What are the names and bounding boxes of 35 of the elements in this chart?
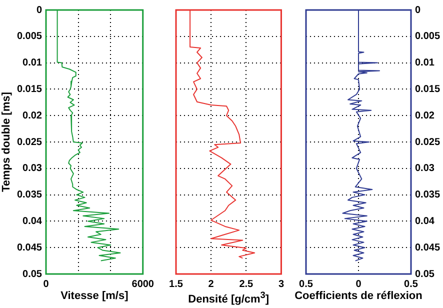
y-tick-label: 0.015 [415, 84, 440, 95]
y-tick-label: 0.05 [415, 268, 435, 280]
y-tick-label: 0.03 [22, 163, 42, 174]
y-tick-label: 0.035 [415, 190, 440, 201]
x-tick-label: 0.5 [299, 278, 314, 290]
x-axis-title: Vitesse [m/s] [60, 290, 130, 302]
y-axis-title: Temps double [ms] [0, 92, 13, 192]
y-tick-label: 0.005 [16, 31, 42, 42]
y-tick-label: 0.035 [16, 190, 42, 201]
x-tick-label: 6000 [132, 278, 154, 290]
x-tick-label: 2.5 [239, 278, 254, 290]
x-tick-label: 0.5 [404, 278, 418, 290]
y-tick-label: 0 [415, 4, 421, 16]
x-tick-label: 0 [356, 278, 362, 290]
y-tick-label: 0.025 [415, 136, 440, 148]
y-tick-label: 0.04 [22, 216, 42, 227]
y-tick-label: 0.04 [415, 216, 435, 227]
y-tick-label: 0.005 [415, 31, 440, 42]
y-tick-label: 0.03 [415, 163, 435, 174]
x-tick-label: 3 [278, 278, 284, 290]
x-axis-title: Coefficients de réflexion [294, 290, 424, 302]
y-tick-label: 0.045 [415, 242, 440, 254]
y-tick-label: 0.025 [16, 136, 42, 148]
x-tick-label: 0 [43, 278, 50, 290]
y-tick-label: 0.01 [22, 58, 42, 69]
x-tick-label: 2 [208, 278, 214, 290]
y-tick-label: 0 [36, 4, 42, 16]
x-tick-label: 1.5 [169, 278, 184, 290]
y-tick-label: 0.01 [415, 58, 435, 69]
x-axis-title: Densité [g/cm$^{3}$] [188, 290, 270, 306]
y-tick-label: 0.02 [415, 110, 435, 122]
y-tick-label: 0.045 [16, 242, 42, 254]
y-tick-label: 0.05 [22, 268, 42, 280]
y-tick-label: 0.015 [16, 84, 42, 95]
y-tick-label: 0.02 [22, 110, 42, 122]
